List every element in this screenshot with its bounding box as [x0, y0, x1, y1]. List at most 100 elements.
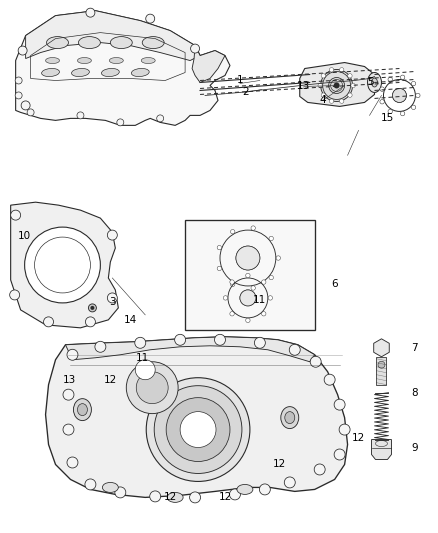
Circle shape	[21, 101, 30, 110]
Circle shape	[334, 83, 339, 88]
Ellipse shape	[78, 403, 88, 416]
Circle shape	[388, 77, 392, 82]
Circle shape	[329, 99, 334, 103]
Circle shape	[254, 337, 265, 348]
Circle shape	[146, 14, 155, 23]
Circle shape	[190, 492, 201, 503]
Ellipse shape	[131, 68, 149, 77]
Circle shape	[15, 77, 22, 84]
Text: 7: 7	[411, 343, 418, 353]
Circle shape	[314, 464, 325, 475]
Ellipse shape	[110, 58, 124, 63]
Circle shape	[324, 374, 335, 385]
Text: 12: 12	[219, 492, 232, 503]
Circle shape	[63, 389, 74, 400]
Ellipse shape	[78, 58, 92, 63]
Circle shape	[339, 424, 350, 435]
Circle shape	[321, 69, 353, 101]
Circle shape	[18, 46, 27, 55]
Ellipse shape	[285, 411, 295, 424]
Circle shape	[251, 226, 255, 230]
Circle shape	[230, 230, 235, 234]
Circle shape	[215, 334, 226, 345]
Circle shape	[411, 105, 416, 109]
Circle shape	[126, 362, 178, 414]
Text: 11: 11	[136, 353, 149, 363]
Circle shape	[136, 372, 168, 403]
Circle shape	[269, 236, 273, 241]
Text: 12: 12	[352, 433, 365, 442]
Text: 3: 3	[109, 297, 116, 307]
Circle shape	[230, 282, 235, 287]
Circle shape	[107, 230, 117, 240]
Circle shape	[392, 88, 406, 102]
Circle shape	[268, 296, 272, 300]
Circle shape	[310, 356, 321, 367]
Polygon shape	[374, 339, 389, 357]
Circle shape	[321, 93, 325, 98]
Circle shape	[378, 361, 385, 368]
Polygon shape	[11, 202, 118, 328]
Circle shape	[11, 210, 21, 220]
Circle shape	[261, 312, 266, 316]
Circle shape	[77, 112, 84, 119]
Circle shape	[251, 286, 255, 290]
Polygon shape	[371, 440, 392, 459]
Circle shape	[400, 75, 405, 79]
Text: 12: 12	[104, 375, 117, 385]
Circle shape	[236, 246, 260, 270]
Circle shape	[318, 83, 322, 87]
Circle shape	[380, 87, 384, 91]
Ellipse shape	[167, 492, 183, 503]
Circle shape	[95, 341, 106, 352]
Circle shape	[411, 82, 416, 86]
Circle shape	[67, 349, 78, 360]
Circle shape	[223, 296, 228, 300]
Circle shape	[150, 491, 161, 502]
Circle shape	[276, 256, 280, 260]
Text: 10: 10	[18, 231, 31, 241]
Circle shape	[146, 378, 250, 481]
Ellipse shape	[102, 68, 119, 77]
Circle shape	[240, 290, 256, 306]
Ellipse shape	[110, 37, 132, 49]
Ellipse shape	[281, 407, 299, 429]
Polygon shape	[300, 62, 374, 107]
Circle shape	[217, 245, 222, 250]
Text: 13: 13	[63, 375, 76, 385]
Circle shape	[115, 487, 126, 498]
Text: 5: 5	[367, 77, 374, 87]
Polygon shape	[25, 11, 200, 61]
Circle shape	[339, 99, 344, 103]
Ellipse shape	[46, 37, 68, 49]
Text: 12: 12	[163, 492, 177, 503]
Circle shape	[107, 293, 117, 303]
Ellipse shape	[42, 68, 60, 77]
Text: 2: 2	[243, 87, 249, 98]
Circle shape	[217, 266, 222, 271]
Ellipse shape	[71, 68, 89, 77]
Polygon shape	[46, 337, 348, 497]
Circle shape	[85, 479, 96, 490]
Bar	[185, 220, 314, 330]
Circle shape	[180, 411, 216, 448]
Circle shape	[289, 344, 300, 356]
Circle shape	[25, 227, 100, 303]
Ellipse shape	[74, 399, 92, 421]
Circle shape	[329, 68, 334, 72]
Ellipse shape	[141, 58, 155, 63]
Ellipse shape	[237, 484, 253, 495]
Circle shape	[351, 83, 355, 87]
Circle shape	[380, 100, 384, 104]
Circle shape	[230, 312, 234, 316]
Circle shape	[43, 317, 53, 327]
Circle shape	[230, 280, 234, 284]
Text: 13: 13	[297, 82, 311, 92]
Circle shape	[400, 111, 405, 116]
Circle shape	[388, 109, 392, 114]
Text: 12: 12	[273, 459, 286, 470]
Circle shape	[334, 449, 345, 460]
Ellipse shape	[371, 78, 378, 87]
Circle shape	[10, 290, 20, 300]
Circle shape	[348, 93, 352, 98]
